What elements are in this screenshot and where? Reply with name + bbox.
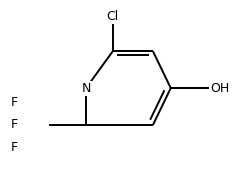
Text: F: F	[11, 141, 18, 154]
Text: N: N	[81, 82, 91, 95]
Text: Cl: Cl	[107, 10, 119, 23]
Text: F: F	[11, 96, 18, 109]
Text: OH: OH	[211, 82, 230, 95]
Text: OH: OH	[210, 82, 229, 95]
Text: F: F	[11, 119, 18, 132]
